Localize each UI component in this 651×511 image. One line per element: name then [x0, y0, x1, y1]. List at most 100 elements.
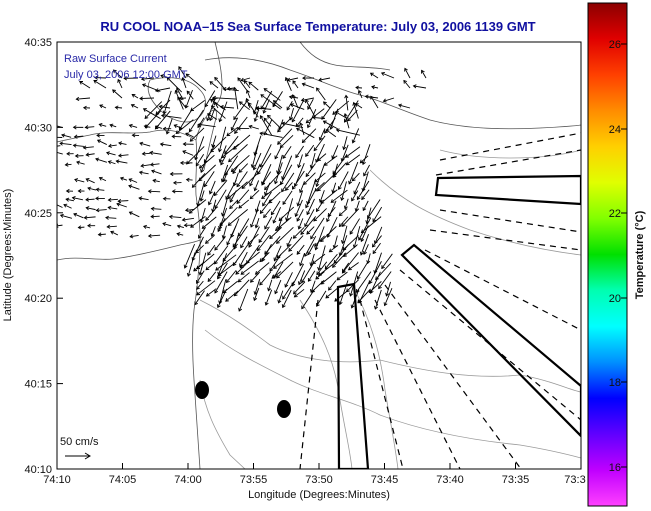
current-vector [205, 207, 217, 221]
current-vector [341, 144, 349, 162]
current-vector-head [191, 184, 196, 188]
y-axis-label: Latitude (Degrees:Minutes) [2, 189, 14, 322]
x-tick-label: 73:50 [305, 474, 333, 486]
current-vector-head [77, 225, 82, 230]
current-vector [106, 152, 116, 156]
current-vector-head [236, 200, 241, 205]
current-vector [336, 271, 348, 281]
current-vector [315, 271, 325, 280]
current-vector [182, 217, 195, 221]
current-vector [346, 279, 360, 292]
current-vector-head [123, 76, 128, 81]
current-vector-head [219, 104, 224, 110]
current-vector-head [214, 246, 219, 251]
current-vector-head [380, 71, 385, 76]
current-vector [272, 207, 282, 224]
x-tick-label: 73:40 [436, 474, 464, 486]
current-vector-head [168, 214, 173, 219]
current-vector-head [272, 103, 277, 108]
current-vector-head [253, 117, 258, 122]
current-vector [304, 209, 315, 227]
bathymetry-contour-2 [204, 329, 581, 459]
colorbar-ticks: 26 24 22 20 18 16 [609, 39, 627, 474]
current-vector-head [138, 196, 143, 201]
current-vector-head [95, 187, 100, 192]
current-vector [238, 163, 249, 173]
current-vector [217, 262, 228, 279]
current-vector [217, 288, 227, 308]
current-vector-head [296, 251, 301, 255]
current-vector [207, 244, 216, 256]
current-vector-head [368, 289, 373, 294]
current-vector-head [349, 230, 354, 235]
current-vector [76, 97, 91, 100]
current-vector-head [250, 164, 255, 169]
current-vector-head [297, 225, 302, 230]
y-tick-label: 40:30 [24, 122, 52, 134]
map-title: RU COOL NOAA–15 Sea Surface Temperature:… [100, 19, 535, 34]
current-vector-head [351, 197, 355, 202]
current-vector-head [342, 268, 346, 273]
current-vector [108, 198, 118, 201]
current-vector-head [254, 208, 259, 213]
current-vector-head [302, 76, 306, 81]
x-tick-73-55: 73:55 [240, 463, 267, 486]
current-vector-head [207, 251, 211, 256]
current-vector [353, 102, 359, 119]
current-vector [186, 146, 205, 165]
current-vector-head [262, 109, 267, 114]
current-vector-head [363, 250, 367, 255]
current-vector-head [110, 230, 115, 235]
current-vector [267, 279, 273, 291]
current-vector [166, 118, 173, 135]
current-vector-head [304, 252, 308, 257]
current-vector [355, 200, 360, 212]
current-vector [260, 115, 273, 136]
transect-line [384, 284, 522, 469]
current-vector-head [128, 184, 133, 189]
current-vector-head [87, 223, 91, 228]
current-vector [383, 97, 395, 102]
current-vector [319, 128, 326, 141]
current-vector [342, 235, 359, 251]
current-vector [212, 135, 217, 148]
current-vector [74, 135, 84, 138]
current-vector-head [370, 95, 374, 100]
current-vector-head [205, 217, 210, 221]
current-vector [86, 153, 95, 156]
current-vector-head [117, 78, 122, 83]
current-vector [296, 244, 305, 255]
current-vector-head [230, 233, 235, 238]
current-vector-head [96, 139, 101, 144]
transect-line [439, 209, 581, 233]
current-vector-head [248, 81, 253, 86]
current-vector-head [162, 110, 167, 115]
current-vector-head [154, 88, 159, 93]
current-vector-head [372, 250, 377, 255]
current-vector [63, 204, 72, 209]
current-vector-head [52, 145, 55, 148]
current-vector [221, 143, 240, 158]
current-vector [187, 252, 196, 277]
current-vector-head [285, 217, 290, 222]
current-vector-head [218, 118, 223, 123]
current-vector [248, 81, 259, 91]
current-vector-head [269, 267, 274, 272]
current-vector [139, 142, 151, 147]
transect-line [429, 229, 581, 251]
y-tick-label: 40:10 [24, 464, 52, 476]
current-vector [275, 217, 292, 231]
current-vector [196, 280, 204, 290]
current-vector-head [119, 176, 124, 181]
current-vector [246, 98, 251, 109]
current-vector-head [252, 166, 257, 171]
current-vector [214, 271, 228, 294]
current-vector-head [85, 152, 90, 157]
current-vector-head [281, 121, 286, 126]
current-vector [301, 289, 315, 309]
current-vector-head [117, 153, 122, 158]
current-vector-head [356, 275, 361, 280]
current-vector-head [292, 80, 297, 85]
current-vector [219, 101, 228, 122]
current-vector-head [160, 113, 165, 118]
